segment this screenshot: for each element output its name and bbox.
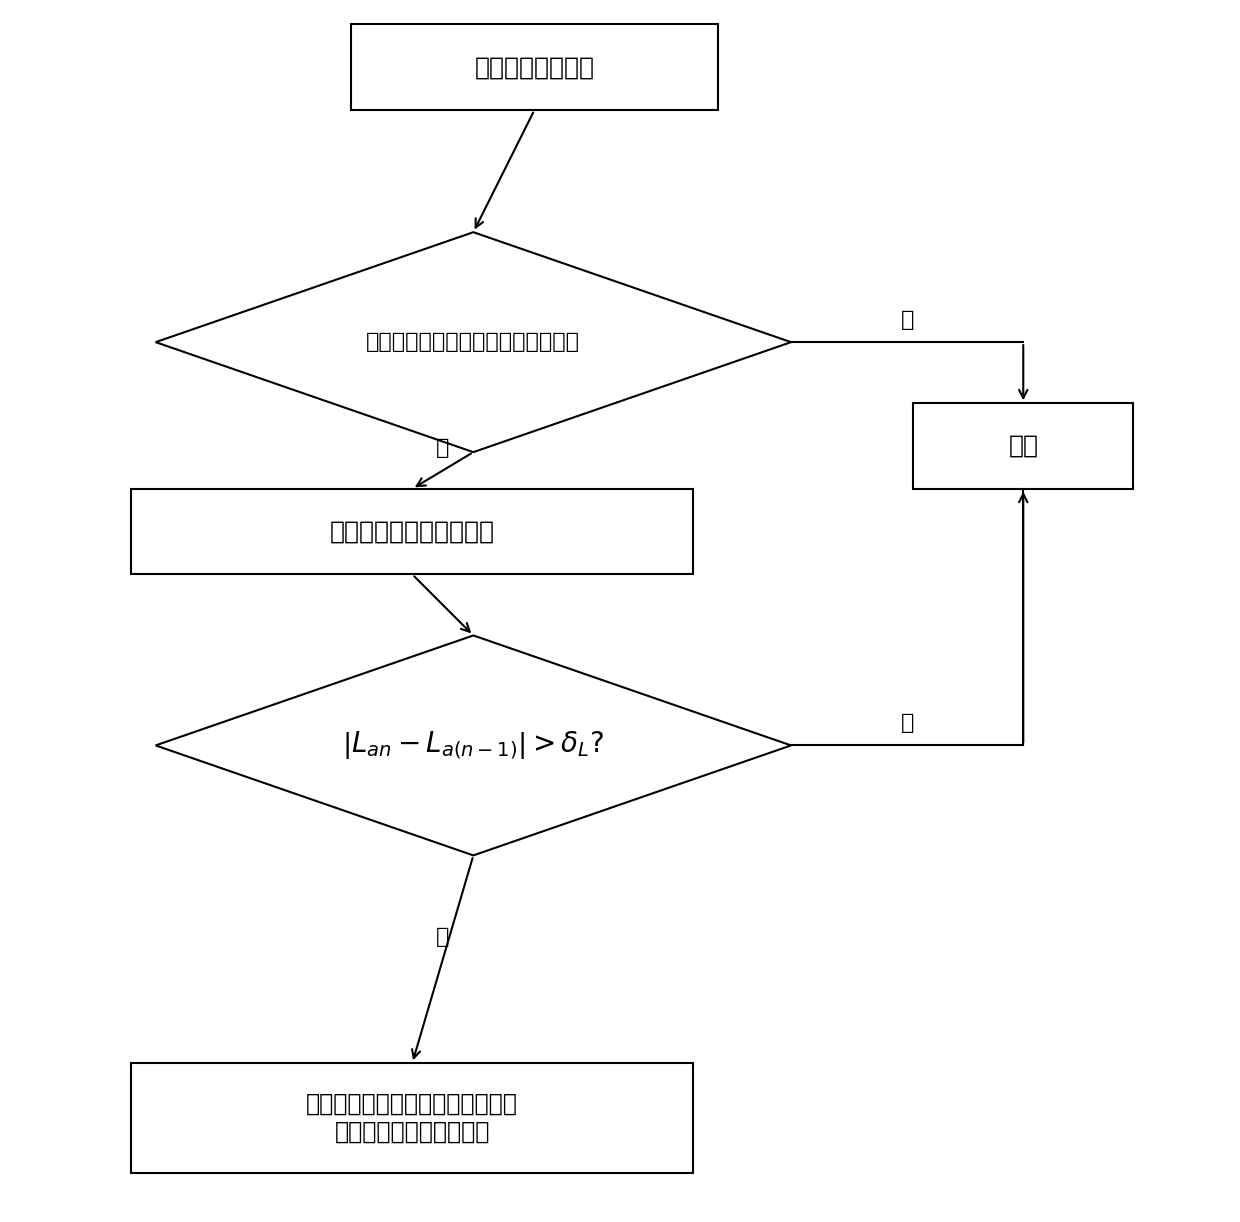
Text: 是: 是 bbox=[436, 439, 449, 458]
Text: 结束: 结束 bbox=[1008, 434, 1038, 458]
Text: 获取手机端背光值，推送背光值和
光线差值，并保存光线值: 获取手机端背光值，推送背光值和 光线差值，并保存光线值 bbox=[306, 1092, 518, 1144]
Text: $\left|L_{an} - L_{a(n-1)}\right| > \delta_L$?: $\left|L_{an} - L_{a(n-1)}\right| > \del… bbox=[342, 730, 604, 761]
Text: 从光感传感器获取光线值: 从光感传感器获取光线值 bbox=[330, 519, 495, 544]
Text: 否: 否 bbox=[900, 310, 914, 330]
Text: 是: 是 bbox=[436, 927, 449, 947]
FancyBboxPatch shape bbox=[131, 1063, 693, 1173]
FancyBboxPatch shape bbox=[351, 24, 718, 110]
Text: 手机是否开启屏幕背光自动调节功能: 手机是否开启屏幕背光自动调节功能 bbox=[366, 332, 580, 352]
Text: 否: 否 bbox=[900, 714, 914, 733]
Polygon shape bbox=[156, 232, 791, 452]
FancyBboxPatch shape bbox=[131, 489, 693, 574]
Polygon shape bbox=[156, 635, 791, 855]
Text: 手机屏幕背光变化: 手机屏幕背光变化 bbox=[475, 55, 594, 79]
FancyBboxPatch shape bbox=[914, 403, 1133, 489]
